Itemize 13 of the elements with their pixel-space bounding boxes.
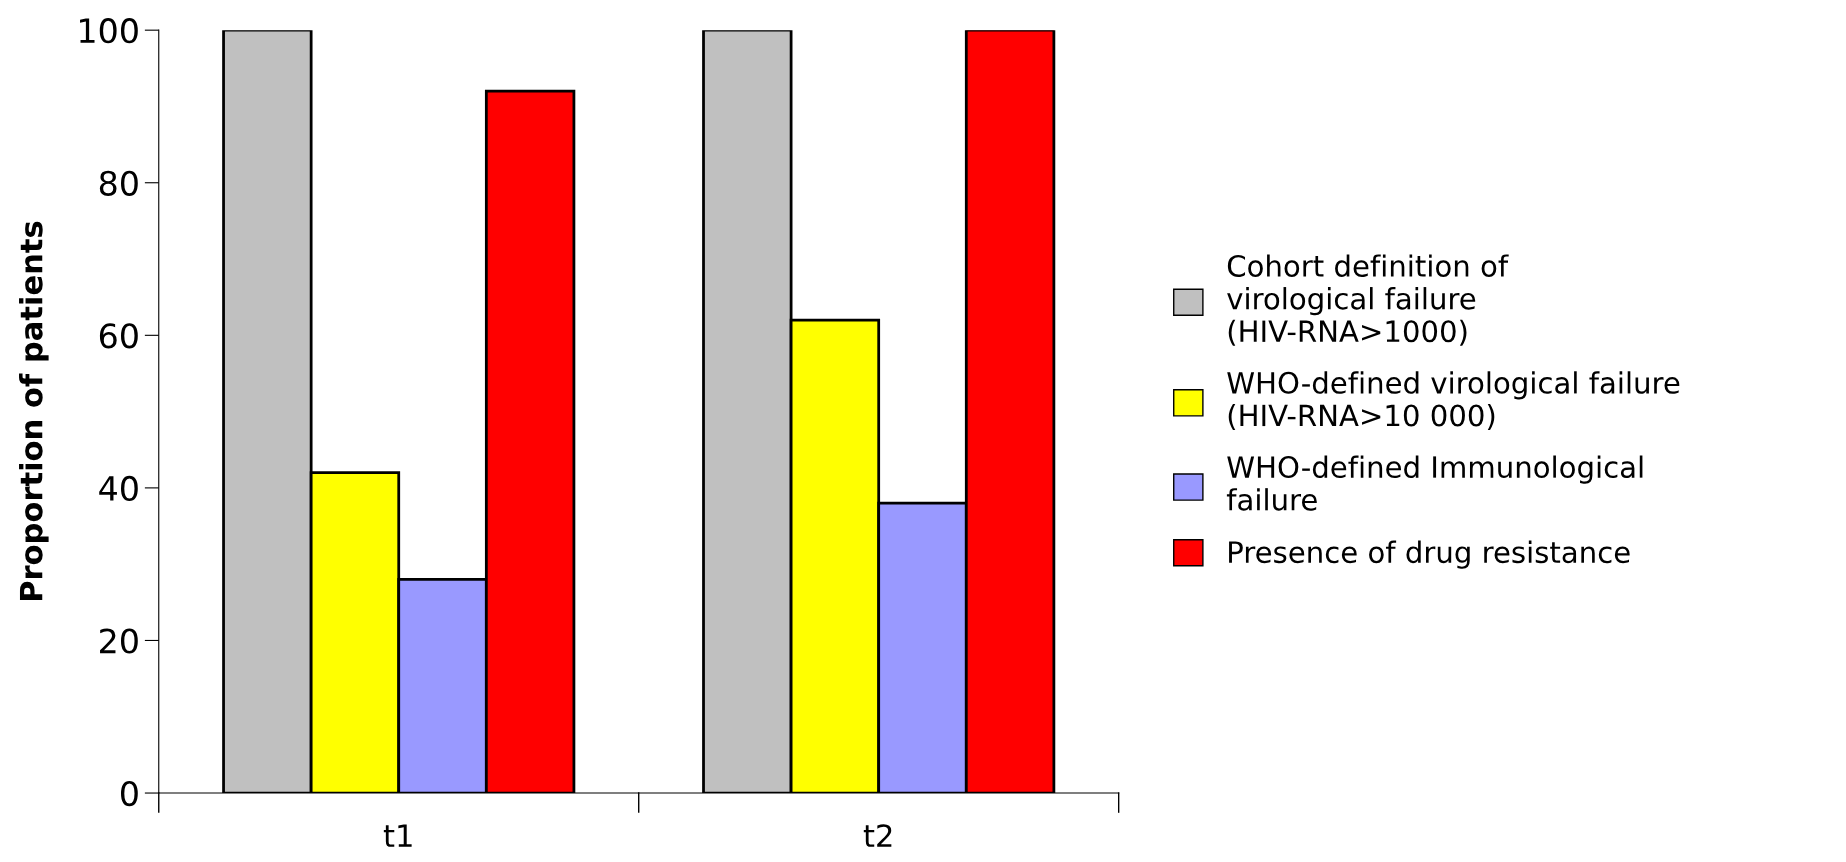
legend-label: WHO-defined Immunological failure: [1226, 455, 1643, 511]
legend-label: Cohort definition of virological failure (HIV-RNA>1000): [1227, 254, 1509, 346]
x-tick-label: t1: [383, 824, 412, 847]
y-tick-label: 80: [99, 170, 138, 196]
legend-label: WHO-defined virological failure (HIV-RNA>10 000): [1227, 371, 1680, 430]
y-tick-label: 0: [121, 780, 138, 807]
y-tick-label: 60: [99, 323, 138, 349]
y-axis-title: Proportion of patients: [19, 221, 49, 601]
y-tick-label: 100: [80, 18, 138, 44]
x-tick-label: t2: [863, 824, 892, 847]
legend-label: Presence of drug resistance: [1229, 540, 1630, 569]
y-tick-label: 40: [99, 475, 138, 502]
y-tick-label: 20: [100, 628, 138, 654]
